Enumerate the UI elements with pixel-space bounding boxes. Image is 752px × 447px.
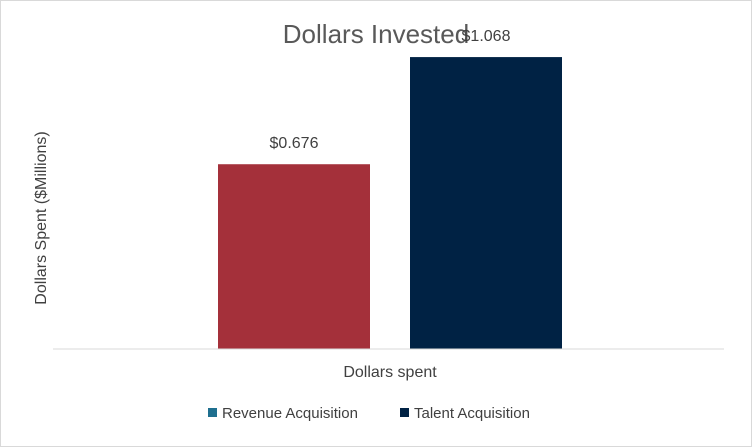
bar-talent-acquisition xyxy=(410,57,562,350)
data-label-talent-acquisition: $1.068 xyxy=(462,28,511,45)
legend-label-revenue-acquisition: Revenue Acquisition xyxy=(222,405,358,422)
data-label-revenue-acquisition: $0.676 xyxy=(270,135,319,152)
y-axis-title: Dollars Spent ($Millions) xyxy=(33,131,50,304)
bars-group: $0.676 $1.068 xyxy=(218,28,562,350)
x-axis-title: Dollars spent xyxy=(343,364,437,381)
bar-revenue-acquisition xyxy=(218,164,370,349)
chart-title: Dollars Invested xyxy=(283,19,469,49)
legend: Revenue Acquisition Talent Acquisition xyxy=(208,405,530,422)
legend-swatch-talent-acquisition xyxy=(400,408,409,417)
legend-swatch-revenue-acquisition xyxy=(208,408,217,417)
legend-label-talent-acquisition: Talent Acquisition xyxy=(414,405,530,422)
